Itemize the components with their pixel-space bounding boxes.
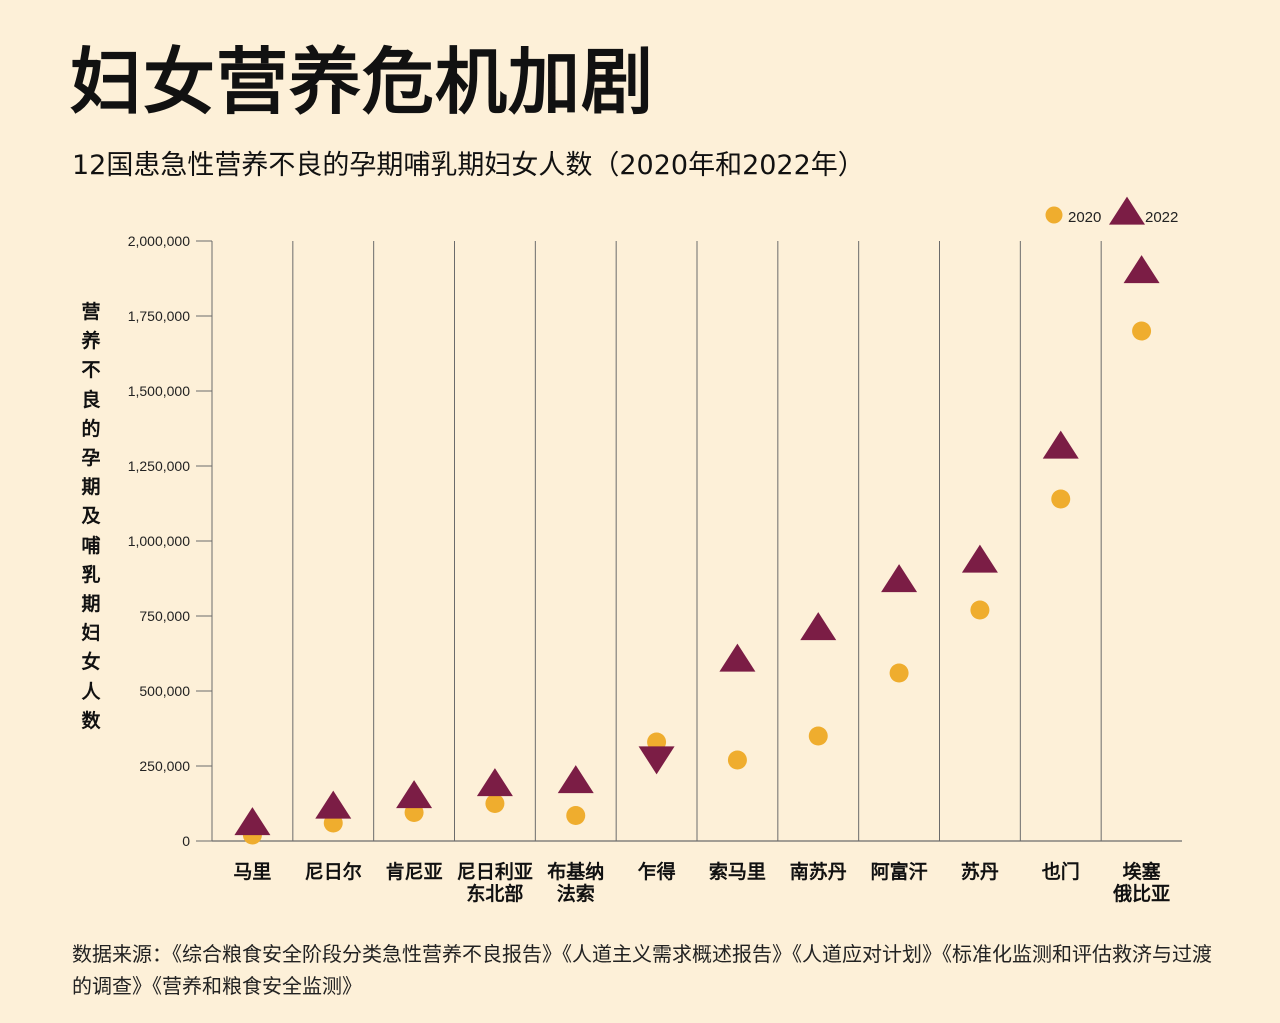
x-tick-label: 肯尼亚 [386, 860, 443, 883]
point-2020 [566, 806, 586, 825]
point-2022 [557, 765, 594, 794]
legend-label-2022: 2022 [1145, 209, 1178, 226]
point-2022 [476, 768, 513, 797]
point-2020 [1051, 489, 1071, 509]
x-tick-label: 苏丹 [961, 860, 999, 883]
x-tick-label: 布基纳 [547, 860, 604, 883]
legend-label-2020: 2020 [1068, 209, 1101, 226]
legend-marker-2020 [1045, 206, 1063, 224]
y-tick-label: 1,000,000 [128, 533, 190, 549]
x-tick-label: 南苏丹 [790, 860, 847, 883]
x-tick-label: 马里 [233, 861, 271, 883]
y-tick-label: 1,750,000 [128, 308, 190, 324]
point-2022 [396, 780, 433, 809]
x-tick-label: 也门 [1042, 860, 1080, 883]
x-tick-label: 尼日尔 [305, 860, 362, 883]
x-tick-label: 索马里 [709, 860, 766, 883]
y-tick-label: 1,250,000 [128, 458, 190, 474]
point-2020 [727, 750, 747, 770]
point-2020 [808, 726, 828, 746]
y-axis-label: 营养不良的孕期及哺乳期妇女人数 [81, 301, 101, 732]
point-2022 [1042, 430, 1079, 459]
x-tick-label: 埃塞 [1123, 860, 1162, 883]
source-note: 数据来源：《综合粮食安全阶段分类急性营养不良报告》《人道主义需求概述报告》《人道… [72, 942, 1212, 998]
point-2022 [1123, 255, 1160, 284]
x-tick-label: 阿富汗 [871, 860, 928, 883]
chart-title: 妇女营养危机加剧 [70, 40, 655, 124]
y-tick-label: 750,000 [139, 608, 190, 624]
point-2020 [485, 794, 505, 813]
point-2022 [881, 564, 918, 593]
point-2022 [719, 643, 756, 672]
point-2022 [638, 746, 675, 775]
y-tick-label: 1,500,000 [128, 383, 190, 399]
y-tick-label: 0 [182, 833, 190, 849]
y-tick-label: 250,000 [139, 758, 190, 774]
point-2022 [961, 544, 998, 573]
point-2022 [800, 612, 837, 641]
chart-subtitle: 12国患急性营养不良的孕期哺乳期妇女人数（2020年和2022年） [72, 150, 865, 181]
x-tick-label: 法索 [557, 882, 595, 905]
point-2020 [1132, 321, 1152, 341]
y-tick-label: 2,000,000 [128, 233, 190, 249]
x-tick-label: 东北部 [466, 882, 523, 905]
point-2022 [234, 807, 271, 836]
x-tick-label: 乍得 [638, 860, 676, 883]
legend-marker-2022 [1109, 196, 1145, 225]
y-tick-label: 500,000 [139, 683, 190, 699]
point-2020 [889, 663, 909, 683]
point-2020 [970, 600, 990, 620]
point-2022 [315, 790, 352, 819]
x-tick-label: 尼日利亚 [457, 861, 533, 883]
x-tick-label: 俄比亚 [1112, 882, 1170, 905]
